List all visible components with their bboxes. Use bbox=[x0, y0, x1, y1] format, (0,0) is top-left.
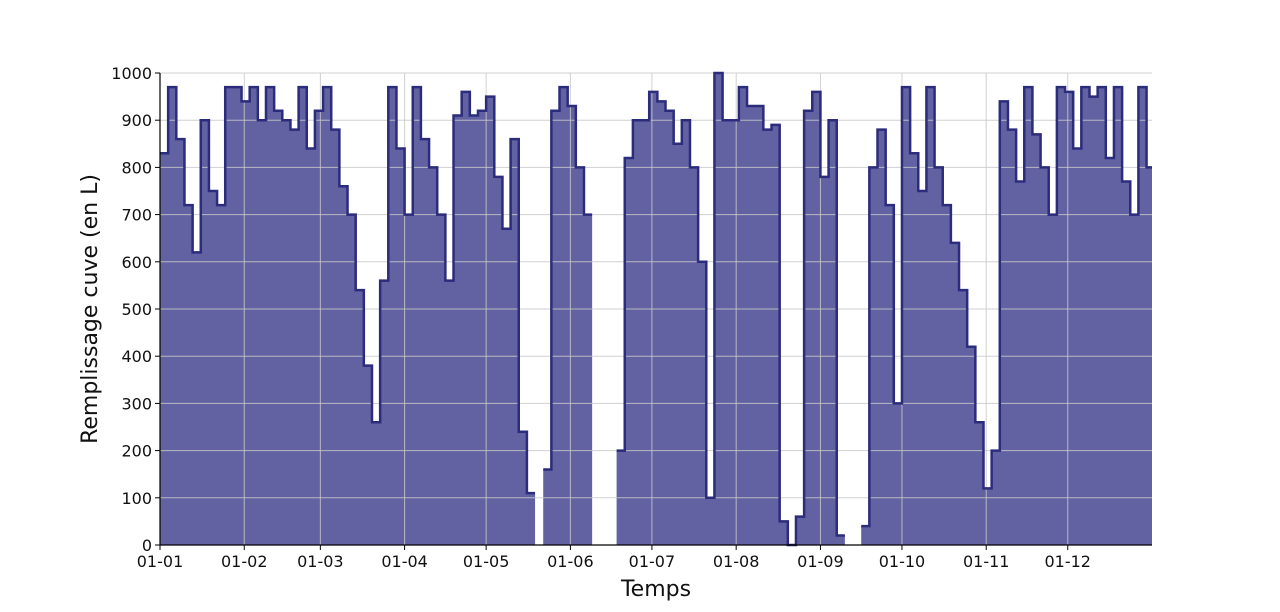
y-tick-label: 100 bbox=[121, 489, 152, 508]
y-tick-label: 1000 bbox=[111, 64, 152, 83]
area bbox=[861, 87, 1152, 545]
y-tick-label: 800 bbox=[121, 158, 152, 177]
y-tick-label: 700 bbox=[121, 206, 152, 225]
area bbox=[543, 87, 593, 545]
y-tick-label: 900 bbox=[121, 111, 152, 130]
x-tick-label: 01-02 bbox=[221, 552, 268, 571]
x-tick-label: 01-04 bbox=[381, 552, 428, 571]
x-tick-label: 01-11 bbox=[963, 552, 1010, 571]
y-tick-label: 500 bbox=[121, 300, 152, 319]
x-tick-label: 01-05 bbox=[463, 552, 510, 571]
line bbox=[543, 85, 593, 471]
x-tick-label: 01-12 bbox=[1044, 552, 1091, 571]
x-tick-label: 01-06 bbox=[547, 552, 594, 571]
line bbox=[160, 85, 536, 495]
area bbox=[160, 87, 536, 545]
x-tick-label: 01-07 bbox=[629, 552, 676, 571]
x-tick-label: 01-09 bbox=[797, 552, 844, 571]
y-tick-label: 200 bbox=[121, 442, 152, 461]
x-tick-label: 01-08 bbox=[713, 552, 760, 571]
y-axis-label: Remplissage cuve (en L) bbox=[78, 174, 103, 444]
y-tick-label: 400 bbox=[121, 347, 152, 366]
x-tick-label: 01-01 bbox=[137, 552, 184, 571]
x-tick-label: 01-03 bbox=[297, 552, 344, 571]
y-tick-label: 0 bbox=[142, 536, 152, 555]
line bbox=[861, 85, 1152, 528]
line bbox=[616, 71, 845, 547]
x-axis-label: Temps bbox=[620, 577, 691, 602]
y-tick-label: 600 bbox=[121, 253, 152, 272]
x-tick-label: 01-10 bbox=[879, 552, 926, 571]
y-tick-label: 300 bbox=[121, 394, 152, 413]
